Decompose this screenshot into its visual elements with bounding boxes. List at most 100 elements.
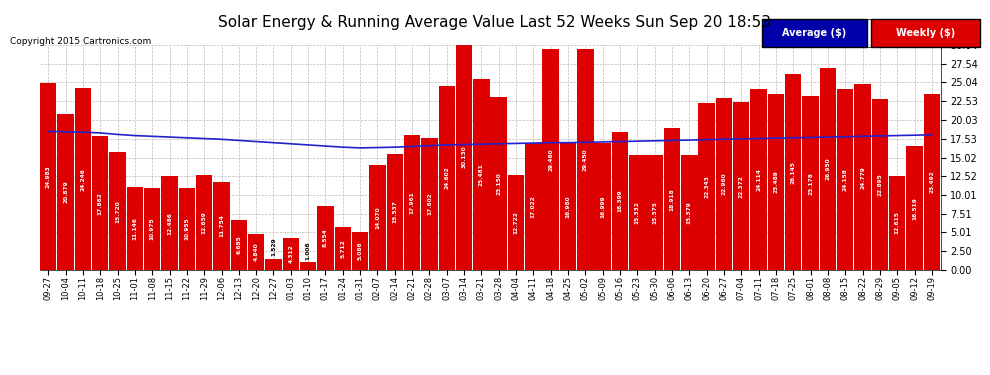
- Text: 23.178: 23.178: [808, 172, 813, 195]
- Bar: [386, 154, 403, 270]
- Bar: [629, 155, 645, 270]
- Bar: [317, 206, 334, 270]
- FancyBboxPatch shape: [871, 19, 980, 47]
- Bar: [351, 232, 368, 270]
- Text: 15.379: 15.379: [687, 201, 692, 224]
- Text: 10.955: 10.955: [184, 217, 189, 240]
- Text: 4.840: 4.840: [253, 243, 258, 261]
- Text: 22.960: 22.960: [722, 173, 727, 195]
- Text: 26.145: 26.145: [791, 160, 796, 183]
- Bar: [109, 152, 126, 270]
- FancyBboxPatch shape: [762, 19, 867, 47]
- Bar: [178, 188, 195, 270]
- Text: 22.372: 22.372: [739, 175, 743, 198]
- Bar: [716, 98, 733, 270]
- Text: 24.114: 24.114: [756, 168, 761, 191]
- Text: 11.754: 11.754: [219, 214, 224, 237]
- Text: 4.312: 4.312: [288, 244, 293, 263]
- Bar: [473, 79, 490, 270]
- Text: Solar Energy & Running Average Value Last 52 Weeks Sun Sep 20 18:53: Solar Energy & Running Average Value Las…: [219, 15, 771, 30]
- Text: 15.720: 15.720: [115, 200, 120, 222]
- Text: Copyright 2015 Cartronics.com: Copyright 2015 Cartronics.com: [10, 38, 151, 46]
- Text: 16.999: 16.999: [600, 195, 605, 217]
- Text: 23.492: 23.492: [930, 171, 935, 194]
- Bar: [698, 103, 715, 270]
- Text: 18.918: 18.918: [669, 188, 674, 210]
- Bar: [40, 83, 56, 270]
- Text: 15.375: 15.375: [652, 201, 657, 224]
- Bar: [265, 258, 282, 270]
- Bar: [525, 142, 542, 270]
- Text: 24.779: 24.779: [860, 166, 865, 189]
- Bar: [820, 68, 837, 270]
- Text: 12.615: 12.615: [895, 211, 900, 234]
- Bar: [785, 74, 802, 270]
- Bar: [854, 84, 871, 270]
- Text: 17.602: 17.602: [427, 193, 432, 216]
- Text: 12.722: 12.722: [514, 211, 519, 234]
- Text: 17.022: 17.022: [531, 195, 536, 217]
- Text: 14.070: 14.070: [375, 206, 380, 229]
- Text: 12.486: 12.486: [167, 212, 172, 235]
- Bar: [335, 227, 351, 270]
- Text: 12.659: 12.659: [202, 211, 207, 234]
- Bar: [733, 102, 749, 270]
- Text: 22.343: 22.343: [704, 175, 709, 198]
- Text: 24.158: 24.158: [842, 168, 847, 191]
- Bar: [248, 234, 264, 270]
- Bar: [508, 175, 525, 270]
- Bar: [646, 155, 663, 270]
- Text: Average ($): Average ($): [782, 28, 846, 38]
- Text: 18.399: 18.399: [618, 190, 623, 212]
- Text: 11.146: 11.146: [133, 217, 138, 240]
- Text: 29.450: 29.450: [583, 148, 588, 171]
- Bar: [559, 143, 576, 270]
- Text: 5.086: 5.086: [357, 242, 362, 260]
- Bar: [490, 97, 507, 270]
- Text: 1.529: 1.529: [271, 238, 276, 256]
- Text: 8.554: 8.554: [323, 229, 328, 248]
- Bar: [612, 132, 629, 270]
- Bar: [906, 146, 923, 270]
- Text: 22.895: 22.895: [877, 173, 882, 196]
- Bar: [282, 238, 299, 270]
- Bar: [144, 188, 160, 270]
- Text: 16.519: 16.519: [912, 197, 917, 219]
- Text: 6.685: 6.685: [237, 236, 242, 254]
- Bar: [924, 94, 940, 270]
- Text: 5.712: 5.712: [341, 239, 346, 258]
- Bar: [213, 182, 230, 270]
- Bar: [57, 114, 74, 270]
- Bar: [455, 44, 472, 270]
- Bar: [802, 96, 819, 270]
- Bar: [663, 128, 680, 270]
- Text: 17.961: 17.961: [410, 191, 415, 214]
- Bar: [74, 88, 91, 270]
- Text: 29.480: 29.480: [548, 148, 553, 171]
- Text: 23.489: 23.489: [773, 171, 778, 194]
- Text: 24.602: 24.602: [445, 166, 449, 189]
- Bar: [421, 138, 438, 270]
- Text: 23.150: 23.150: [496, 172, 501, 195]
- Bar: [767, 94, 784, 270]
- Text: 20.879: 20.879: [63, 180, 68, 203]
- Bar: [543, 49, 559, 270]
- Bar: [369, 165, 386, 270]
- Bar: [92, 136, 109, 270]
- Bar: [231, 220, 248, 270]
- Bar: [439, 86, 455, 270]
- Text: 10.975: 10.975: [149, 217, 154, 240]
- Text: 15.332: 15.332: [635, 201, 640, 224]
- Text: 15.537: 15.537: [392, 200, 397, 223]
- Bar: [300, 262, 317, 270]
- Bar: [196, 175, 213, 270]
- Text: 24.983: 24.983: [46, 165, 50, 188]
- Bar: [161, 177, 178, 270]
- Bar: [404, 135, 421, 270]
- Text: 25.481: 25.481: [479, 163, 484, 186]
- Text: Weekly ($): Weekly ($): [896, 28, 955, 38]
- Text: 17.862: 17.862: [98, 192, 103, 214]
- Bar: [681, 155, 698, 270]
- Text: 30.130: 30.130: [461, 146, 466, 168]
- Text: 26.950: 26.950: [826, 158, 831, 180]
